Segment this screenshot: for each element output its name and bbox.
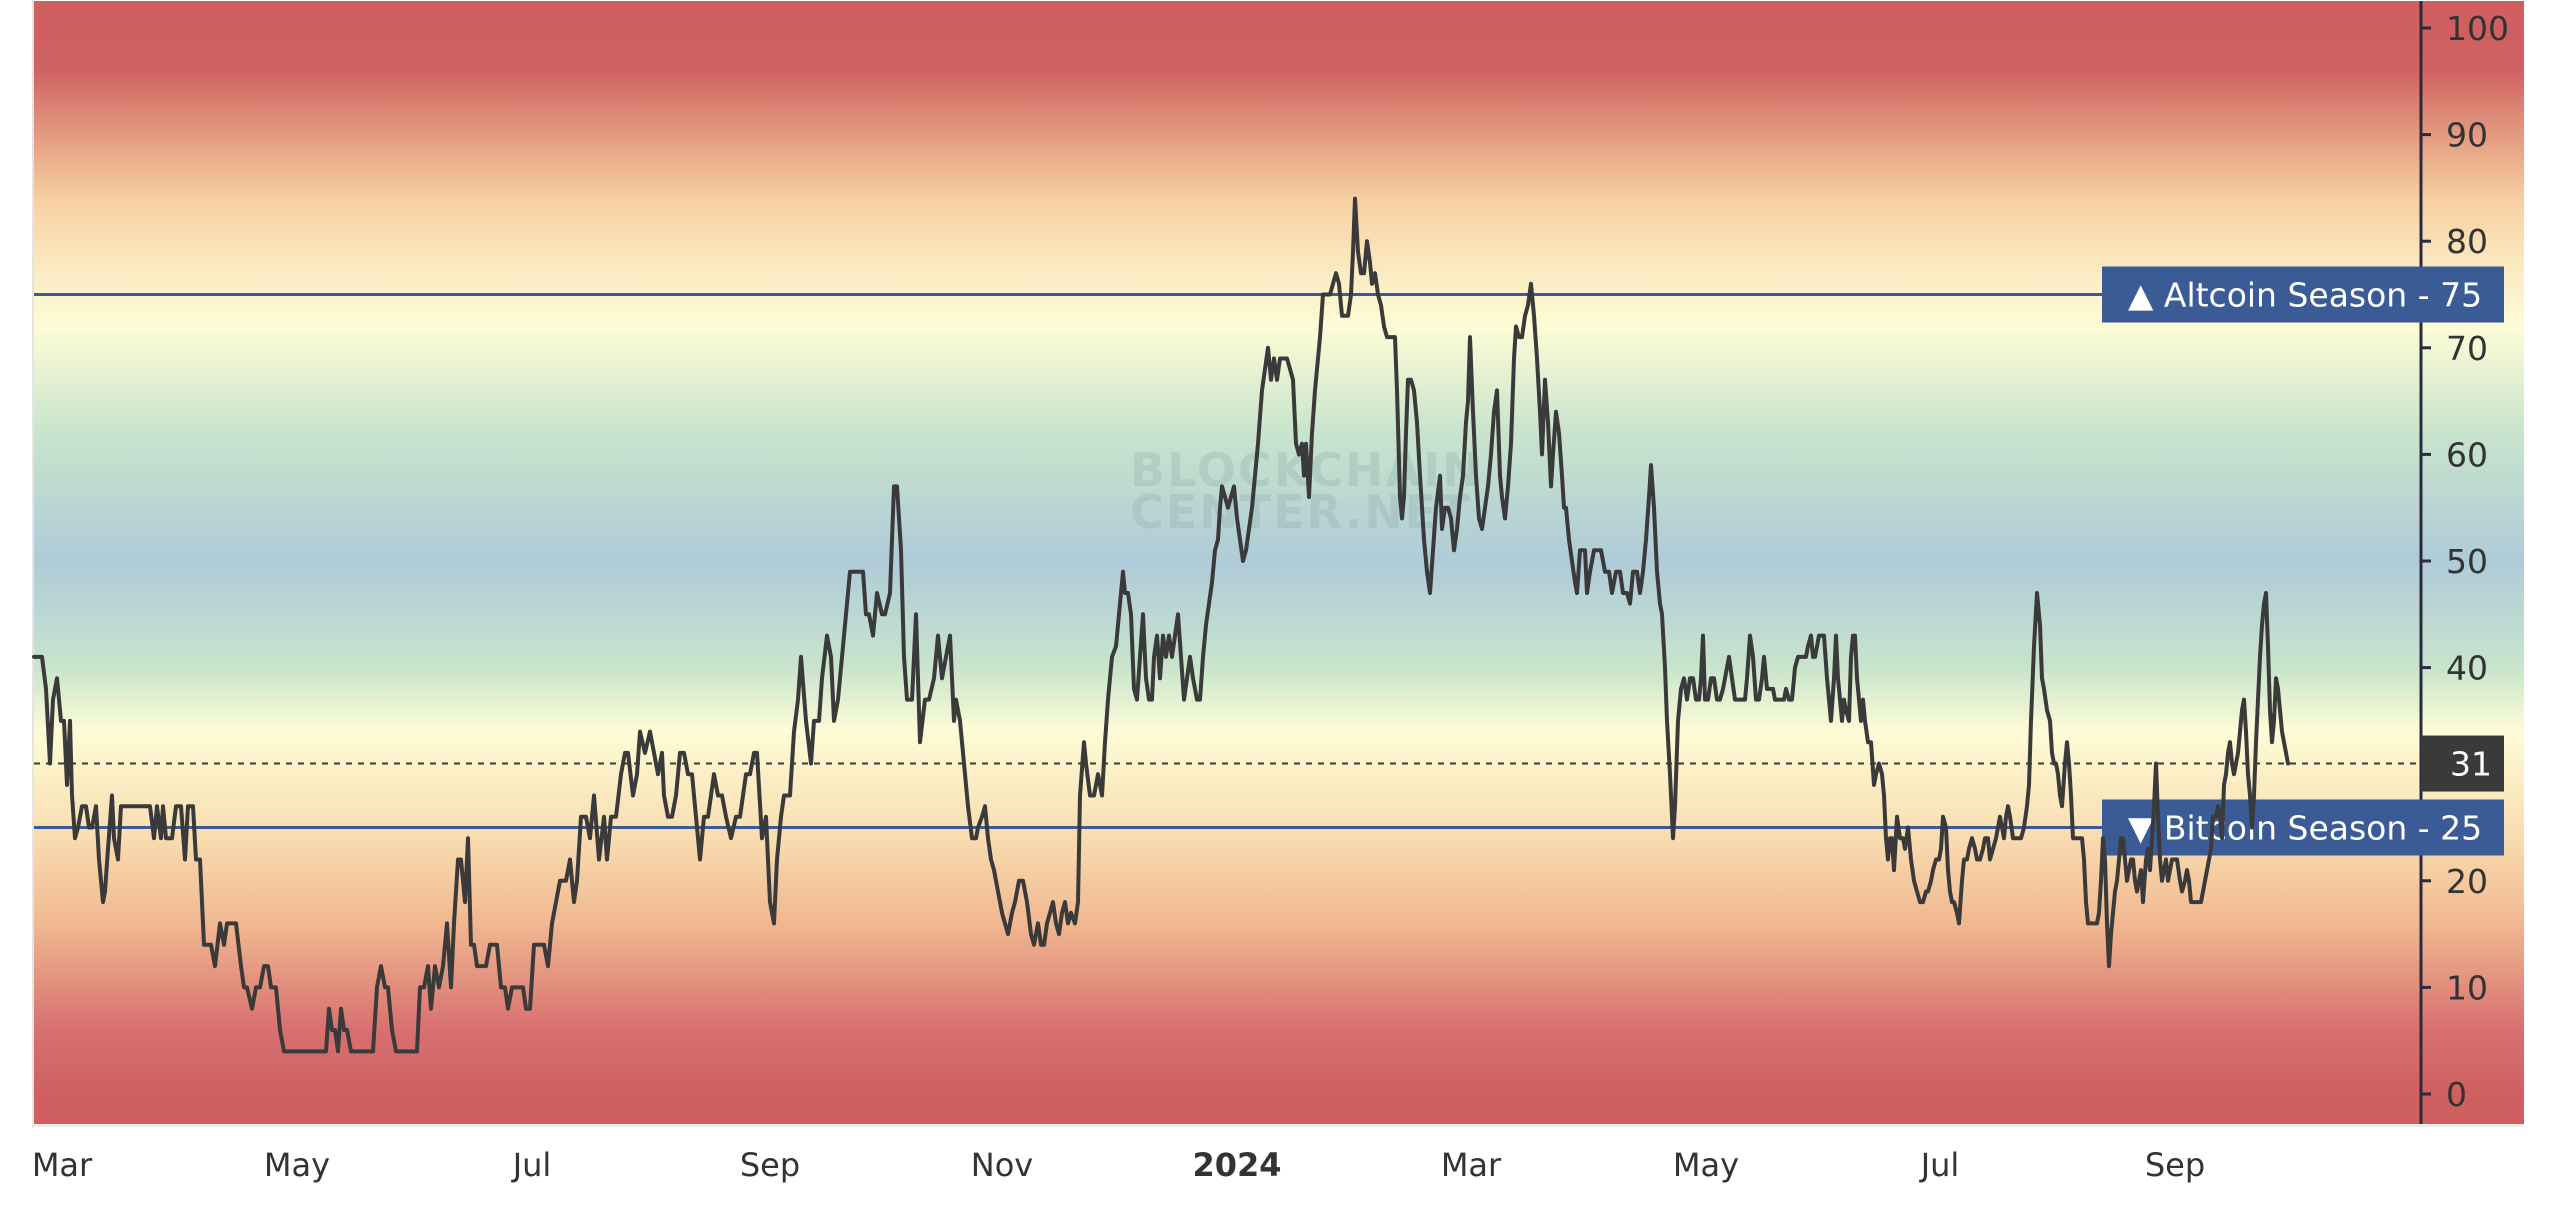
x-tick-label: 2024: [1192, 1146, 1281, 1184]
watermark-line-2: CENTER.NET: [1130, 485, 1472, 539]
y-tick-label: 80: [2446, 222, 2488, 261]
x-tick-label: Jul: [1919, 1146, 1960, 1184]
x-tick-label: Jul: [511, 1146, 552, 1184]
y-tick-label: 50: [2446, 542, 2488, 581]
plot-background: [34, 1, 2524, 1124]
y-tick-label: 100: [2446, 9, 2509, 48]
reference-tag-bg: [2102, 266, 2504, 323]
altcoin-index-line: [32, 196, 2290, 1054]
x-tick-label: May: [1673, 1146, 1739, 1184]
y-tick-label: 20: [2446, 862, 2488, 901]
y-tick-label: 10: [2446, 968, 2488, 1007]
x-tick-label: Sep: [2145, 1146, 2205, 1184]
current-value-tag-bg: [2421, 735, 2504, 792]
plot-left-border: [32, 0, 34, 1128]
x-tick-label: Mar: [1441, 1146, 1502, 1184]
reference-tag-label: ▼ Bitcoin Season - 25: [2128, 809, 2482, 848]
x-tick-label: May: [264, 1146, 330, 1184]
y-tick-label: 40: [2446, 649, 2488, 688]
x-tick-label: Nov: [971, 1146, 1033, 1184]
y-tick-label: 90: [2446, 116, 2488, 155]
y-tick-label: 60: [2446, 435, 2488, 474]
reference-tag-altcoin-season: ▲ Altcoin Season - 75: [2102, 266, 2504, 323]
reference-tag-label: ▲ Altcoin Season - 75: [2128, 276, 2482, 315]
x-axis-labels: Mar May Jul Sep Nov 2024 Mar May Jul Sep: [32, 1146, 2205, 1184]
reference-tags: ▲ Altcoin Season - 75 ▼ Bitcoin Season - …: [2102, 266, 2504, 856]
y-tick-label: 70: [2446, 329, 2488, 368]
x-tick-label: Mar: [32, 1146, 93, 1184]
x-tick-label: Sep: [740, 1146, 800, 1184]
reference-tag-bg: [2102, 799, 2504, 856]
reference-tag-bitcoin-season: ▼ Bitcoin Season - 25: [2102, 799, 2504, 856]
plot-bottom-border: [34, 1124, 2524, 1127]
y-tick-label: 0: [2446, 1075, 2467, 1114]
current-value-label: 31: [2450, 745, 2492, 784]
current-value-tag: 31: [2421, 735, 2504, 792]
